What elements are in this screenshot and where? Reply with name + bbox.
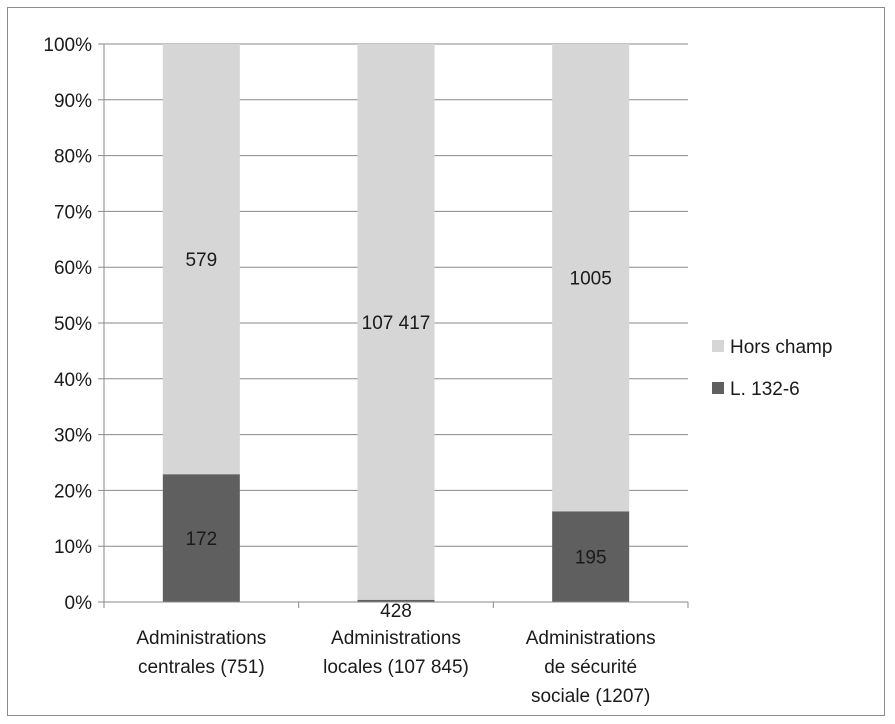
category-labels: Administrations centrales (751) Administra… — [136, 628, 655, 707]
y-tick-label: 60% — [54, 258, 92, 279]
data-label: 428 — [380, 601, 412, 622]
y-tick-label: 90% — [54, 91, 92, 112]
bar-segment — [357, 599, 435, 602]
legend: Hors champ L. 132-6 — [712, 337, 832, 400]
legend-label: L. 132-6 — [730, 379, 800, 400]
category-label: locales (107 845) — [323, 657, 469, 678]
legend-swatch — [712, 382, 724, 394]
category-label: de sécurité — [544, 657, 637, 678]
y-tick-label: 50% — [54, 314, 92, 335]
data-label: 172 — [185, 529, 217, 550]
chart-frame: 0% 10% 20% 30% 40% 50% 60% 70% 80% 90% 100% Admini… — [7, 7, 885, 716]
bar-segment — [357, 44, 435, 600]
bars — [162, 44, 630, 602]
data-label: 107 417 — [362, 313, 431, 334]
legend-label: Hors champ — [730, 337, 832, 358]
legend-swatch — [712, 340, 724, 352]
y-tick-label: 20% — [54, 481, 92, 502]
stacked-bar-chart: 0% 10% 20% 30% 40% 50% 60% 70% 80% 90% 100% Admini… — [43, 35, 832, 707]
data-label: 195 — [575, 548, 607, 569]
data-label: 1005 — [570, 269, 612, 290]
category-label: sociale (1207) — [531, 686, 650, 707]
value-labels: 172 579 428 107 417 195 1005 — [185, 250, 611, 622]
y-tick-label: 40% — [54, 370, 92, 391]
y-tick-label: 0% — [65, 593, 93, 614]
y-tick-label: 100% — [43, 35, 92, 56]
bar-segment — [552, 44, 630, 512]
category-label: Administrations — [526, 628, 656, 649]
y-tick-label: 30% — [54, 426, 92, 447]
category-label: Administrations — [331, 628, 461, 649]
bar-segment — [552, 511, 630, 602]
axes — [98, 43, 689, 608]
bar-segment — [162, 44, 240, 475]
y-tick-labels: 0% 10% 20% 30% 40% 50% 60% 70% 80% 90% 100% — [43, 35, 92, 614]
data-label: 579 — [185, 250, 217, 271]
bar-segment — [162, 474, 240, 602]
y-tick-label: 80% — [54, 147, 92, 168]
category-label: Administrations — [136, 628, 266, 649]
category-label: centrales (751) — [138, 657, 265, 678]
y-tick-label: 10% — [54, 537, 92, 558]
y-tick-label: 70% — [54, 202, 92, 223]
